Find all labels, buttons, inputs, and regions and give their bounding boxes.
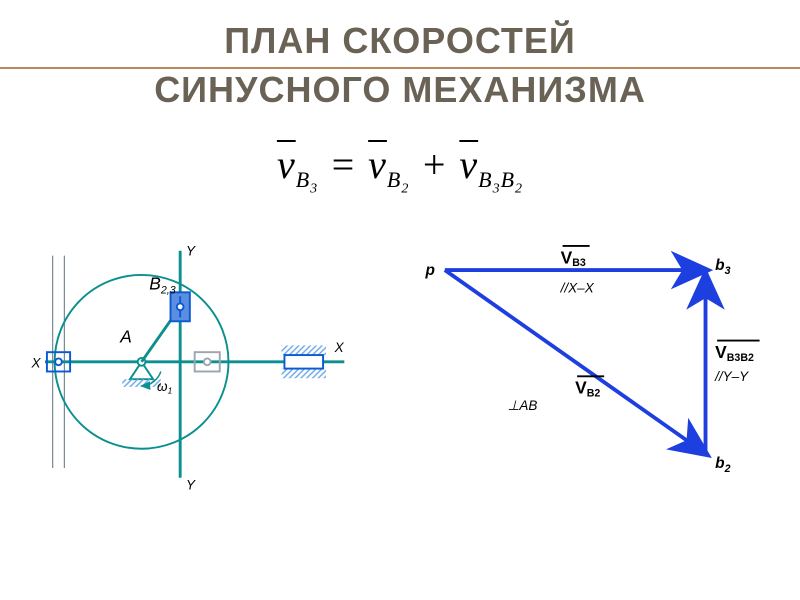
svg-text:p: p xyxy=(425,262,435,279)
svg-text://Y–Y: //Y–Y xyxy=(714,369,749,384)
title-line1: ПЛАН СКОРОСТЕЙ xyxy=(0,20,800,61)
svg-text:VB3: VB3 xyxy=(561,248,586,270)
velocity-equation: vB3 = vB2 + vB3B2 xyxy=(0,141,800,197)
svg-text:A: A xyxy=(119,327,132,347)
svg-text:b2: b2 xyxy=(715,455,730,475)
svg-text:X: X xyxy=(30,356,41,371)
slider-b xyxy=(171,292,190,321)
svg-text:Y: Y xyxy=(186,244,196,259)
svg-text:VB2: VB2 xyxy=(575,378,600,400)
svg-text:ω1: ω1 xyxy=(157,379,173,396)
title-line2: СИНУСНОГО МЕХАНИЗМА xyxy=(0,69,800,110)
slider-x-right xyxy=(282,346,326,379)
velocity-plan-diagram: p b3 b2 VB3 //X–X VB2 ⊥AB VB3B2 //Y–Y xyxy=(390,217,770,497)
mechanism-diagram: ω1 A B2,3 X X Y Y xyxy=(10,217,360,497)
svg-text:Y: Y xyxy=(186,477,196,492)
vector-vb2 xyxy=(445,270,706,453)
svg-text:⊥AB: ⊥AB xyxy=(508,398,538,413)
svg-text:b3: b3 xyxy=(715,257,730,277)
svg-text:VB3B2: VB3B2 xyxy=(715,342,754,364)
svg-text:X: X xyxy=(334,340,345,355)
svg-text://X–X: //X–X xyxy=(560,280,595,295)
